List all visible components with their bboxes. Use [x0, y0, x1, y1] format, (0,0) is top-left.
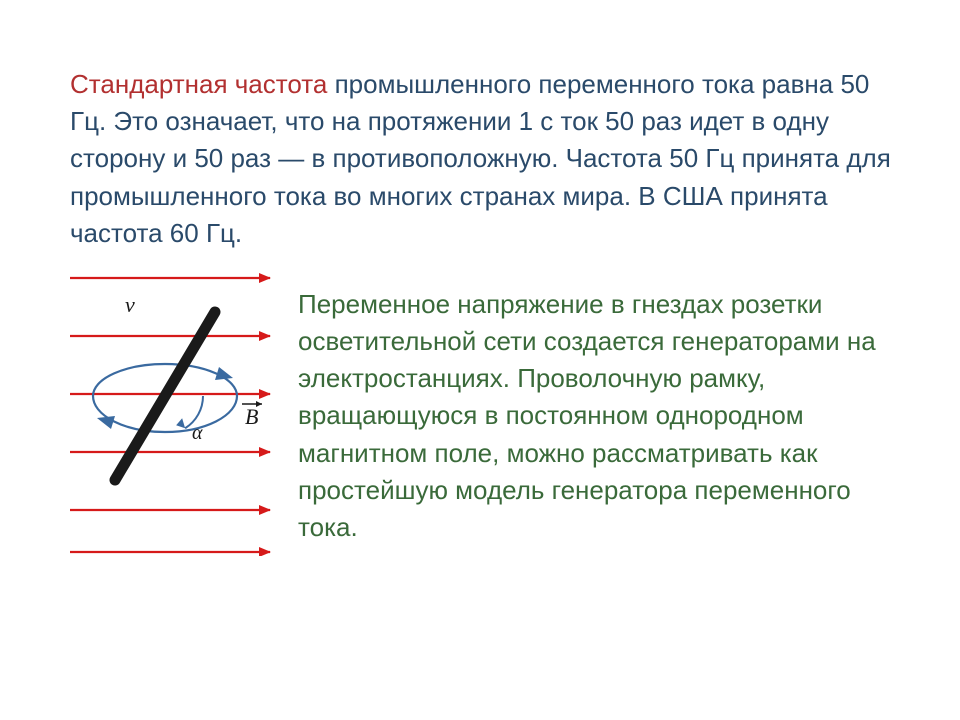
paragraph-generator: Переменное напряжение в гнездах розетки … — [298, 286, 900, 546]
svg-text:B: B — [245, 404, 258, 429]
paragraph-frequency: Стандартная частота промышленного переме… — [70, 66, 900, 252]
row-diagram-and-text: ν Bα Переменное напряжение в гнездах розе… — [70, 260, 900, 572]
highlight-term: Стандартная частота — [70, 69, 327, 99]
svg-text:α: α — [192, 422, 203, 444]
svg-text:ν: ν — [125, 292, 135, 317]
rotating-frame-icon: ν Bα — [70, 266, 280, 556]
generator-diagram: ν Bα — [70, 260, 280, 561]
slide-page: Стандартная частота промышленного переме… — [0, 0, 960, 720]
